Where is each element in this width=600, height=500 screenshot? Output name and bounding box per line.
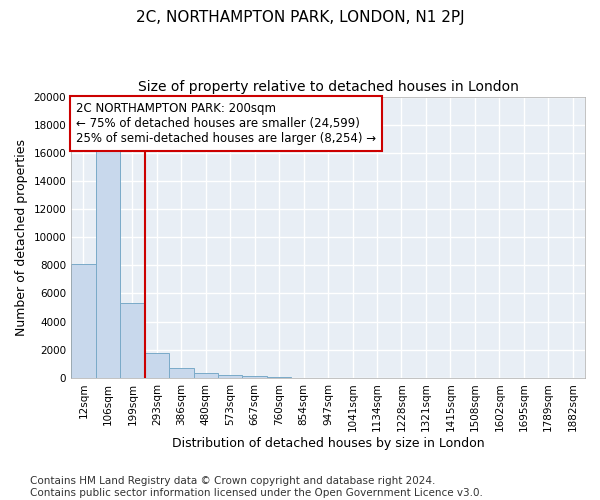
Bar bbox=[145, 353, 169, 378]
Text: 2C, NORTHAMPTON PARK, LONDON, N1 2PJ: 2C, NORTHAMPTON PARK, LONDON, N1 2PJ bbox=[136, 10, 464, 25]
Title: Size of property relative to detached houses in London: Size of property relative to detached ho… bbox=[137, 80, 518, 94]
Bar bbox=[169, 368, 194, 378]
Bar bbox=[194, 374, 218, 378]
Y-axis label: Number of detached properties: Number of detached properties bbox=[15, 138, 28, 336]
Bar bbox=[120, 304, 145, 378]
Bar bbox=[95, 144, 120, 378]
Bar bbox=[218, 376, 242, 378]
Text: 2C NORTHAMPTON PARK: 200sqm
← 75% of detached houses are smaller (24,599)
25% of: 2C NORTHAMPTON PARK: 200sqm ← 75% of det… bbox=[76, 102, 376, 145]
Bar bbox=[242, 376, 267, 378]
Bar bbox=[267, 377, 292, 378]
X-axis label: Distribution of detached houses by size in London: Distribution of detached houses by size … bbox=[172, 437, 484, 450]
Bar bbox=[71, 264, 95, 378]
Text: Contains HM Land Registry data © Crown copyright and database right 2024.
Contai: Contains HM Land Registry data © Crown c… bbox=[30, 476, 483, 498]
